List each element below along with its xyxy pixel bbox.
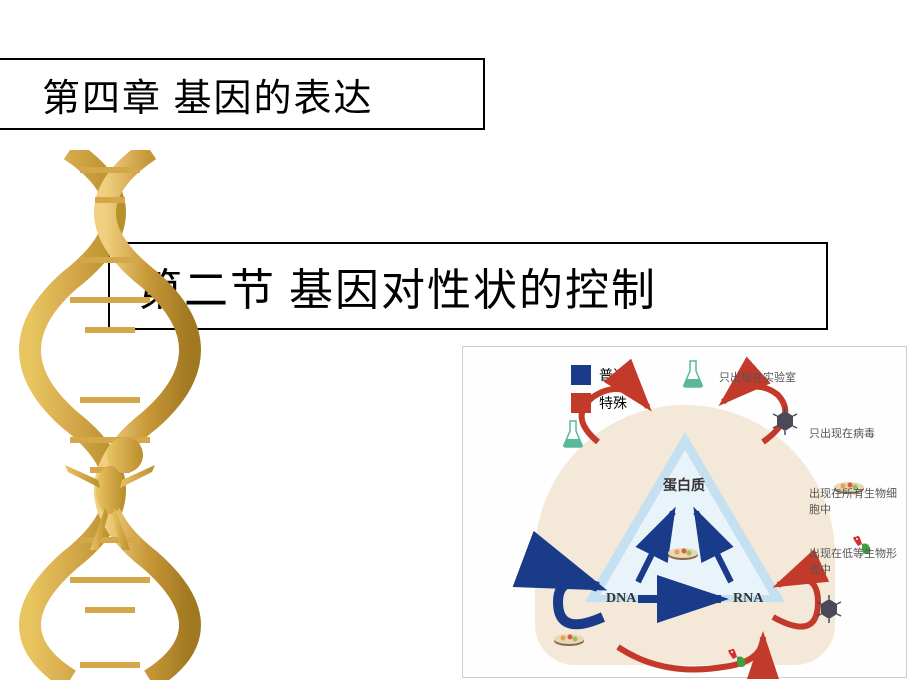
dish-icon-2 [667,541,699,561]
dish-icon-3 [553,627,585,647]
legend-item-common: 普遍 [571,365,627,385]
node-rna: RNA [733,591,763,607]
virus-icon [771,407,799,435]
legend: 普遍 特殊 [571,365,627,421]
virus-icon-2 [815,595,843,623]
central-dogma-diagram: 普遍 特殊 蛋白质 DNA RNA [462,346,907,678]
triangle-container [585,432,785,612]
flask-icon-2 [561,419,585,449]
side-label-cells: 出现在所有生物细胞中 [809,485,899,517]
side-label-virus: 只出现在病毒 [809,425,875,441]
dna-helix-image [10,150,240,680]
flask-icon [681,359,705,389]
node-dna: DNA [606,591,636,607]
legend-swatch-common [571,365,591,385]
legend-label-common: 普遍 [599,365,627,385]
chapter-title-box: 第四章 基因的表达 [0,58,485,130]
triangle-inner [600,450,770,595]
chapter-title: 第四章 基因的表达 [42,67,374,122]
legend-swatch-special [571,393,591,413]
node-protein: 蛋白质 [663,475,705,495]
creature-icon-2 [723,645,751,673]
side-label-lab: 只出现在实验室 [719,369,796,385]
side-label-lower: 出现在低等生物形式中 [809,545,899,577]
legend-item-special: 特殊 [571,393,627,413]
legend-label-special: 特殊 [599,393,627,413]
